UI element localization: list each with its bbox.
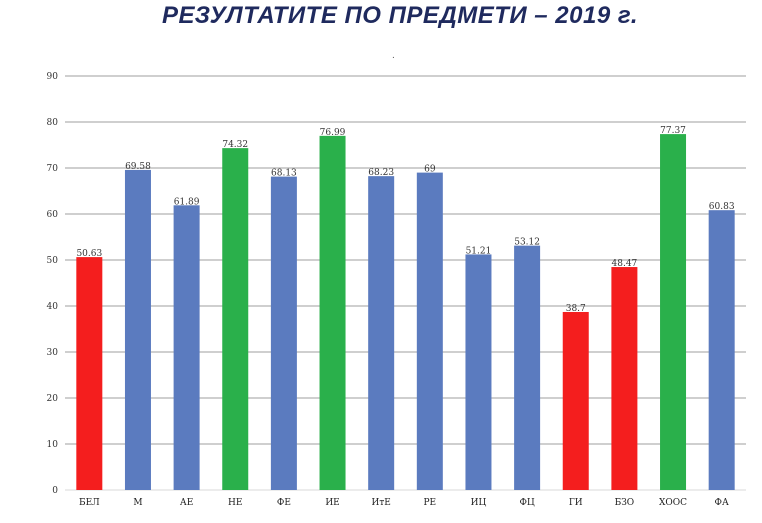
data-label: 68.23 [368, 168, 394, 178]
data-label: 69.58 [125, 162, 151, 172]
bar-ИтЕ [368, 176, 395, 490]
x-category-label: БЗО [615, 498, 635, 508]
x-category-label: ИЦ [471, 498, 487, 508]
bar-ФЕ [270, 176, 297, 491]
x-category-label: АЕ [180, 498, 193, 508]
x-category-label: ФА [715, 498, 729, 508]
data-label: 38.7 [566, 304, 586, 314]
y-tick-label: 80 [47, 118, 59, 128]
x-category-label: ИЕ [325, 498, 339, 508]
x-category-label: ФЕ [277, 498, 291, 508]
bar-ИЕ [319, 135, 346, 490]
subtitle-mark: . [392, 50, 395, 61]
bars [76, 134, 735, 491]
bar-ФА [708, 210, 735, 490]
data-label: 50.63 [76, 249, 102, 259]
data-label: 69 [424, 165, 436, 175]
data-label: 74.32 [222, 140, 248, 150]
y-tick-label: 50 [47, 256, 59, 266]
y-tick-label: 30 [47, 348, 59, 358]
bar-НЕ [222, 148, 249, 491]
data-label: 60.83 [709, 202, 735, 212]
x-category-label: ИтЕ [371, 498, 390, 508]
bar-ИЦ [465, 254, 492, 490]
gridlines [65, 75, 746, 491]
bar-М [124, 169, 151, 490]
x-category-label: БЕЛ [79, 498, 100, 508]
data-label: 76.99 [320, 128, 346, 138]
bar-АЕ [173, 205, 200, 490]
x-category-label: М [133, 498, 142, 508]
y-tick-label: 70 [47, 164, 59, 174]
x-axis-categories: БЕЛ М АЕ НЕ ФЕ ИЕ ИтЕ РЕ ИЦ ФЦ ГИ БЗО ХООС ФА [79, 498, 729, 508]
y-tick-label: 10 [47, 440, 59, 450]
chart-title: РЕЗУЛТАТИТЕ ПО ПРЕДМЕТИ – 2019 г. [161, 2, 639, 29]
bar-РЕ [416, 172, 443, 490]
x-category-label: ХООС [659, 498, 687, 508]
bar-ФЦ [514, 245, 541, 490]
x-category-label: ГИ [569, 498, 583, 508]
data-labels: 50.63 69.58 61.89 74.32 68.13 76.99 68.23 69 51.… [76, 126, 734, 314]
y-axis-ticks: 0 10 20 30 40 50 60 70 80 90 [47, 72, 59, 496]
bar-БЗО [611, 267, 638, 490]
data-label: 48.47 [612, 259, 638, 269]
y-tick-label: 90 [47, 72, 59, 82]
data-label: 77.37 [660, 126, 686, 136]
y-tick-label: 60 [47, 210, 59, 220]
y-tick-label: 0 [52, 486, 58, 496]
data-label: 61.89 [174, 197, 200, 207]
data-label: 53.12 [514, 238, 540, 248]
x-category-label: РЕ [424, 498, 437, 508]
x-category-label: НЕ [228, 498, 242, 508]
y-tick-label: 40 [47, 302, 59, 312]
bar-ХООС [660, 134, 687, 490]
data-label: 68.13 [271, 169, 297, 179]
bar-ГИ [562, 311, 589, 490]
y-tick-label: 20 [47, 394, 59, 404]
x-category-label: ФЦ [519, 498, 534, 508]
data-label: 51.21 [466, 246, 492, 256]
bar-БЕЛ [76, 257, 103, 490]
